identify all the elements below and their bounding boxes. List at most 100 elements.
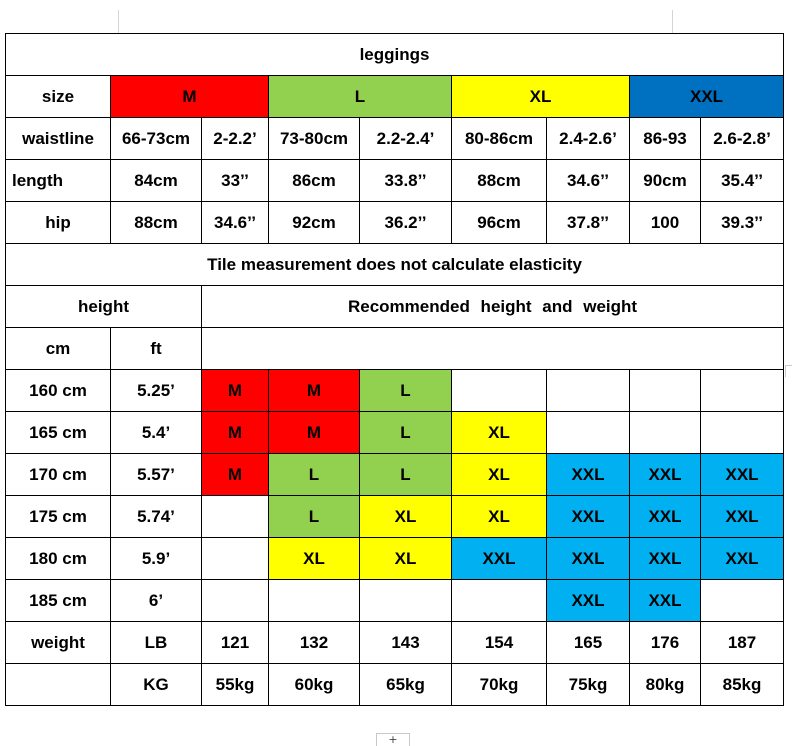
kg-value: 65kg <box>359 663 452 706</box>
units-row: cm ft <box>5 327 785 370</box>
lb-value: 121 <box>201 621 269 664</box>
measure-cm: 96cm <box>451 201 547 244</box>
size-recommendation-cell: XL <box>451 411 547 454</box>
gridline <box>672 10 673 33</box>
height-header-row: height Recommended height and weight <box>5 285 785 328</box>
height-header: height <box>5 285 202 328</box>
length-row: length 84cm 33’’ 86cm 33.8’’ 88cm 34.6’’… <box>5 159 785 202</box>
height-row: 170 cm 5.57’ M L L XL XXL XXL XXL <box>5 453 785 496</box>
measure-ft: 36.2’’ <box>359 201 452 244</box>
size-label: size <box>5 75 111 118</box>
size-recommendation-cell: XXL <box>546 495 630 538</box>
measure-cm: 88cm <box>110 201 202 244</box>
unit-cm-label: cm <box>5 327 111 370</box>
size-recommendation-cell: XL <box>359 495 452 538</box>
weight-label: weight <box>5 621 111 664</box>
measure-cm: 80-86cm <box>451 117 547 160</box>
height-cm: 175 cm <box>5 495 111 538</box>
height-cm: 165 cm <box>5 411 111 454</box>
kg-value: 70kg <box>451 663 547 706</box>
sheet-edge-marker <box>785 365 792 377</box>
measure-cm: 88cm <box>451 159 547 202</box>
size-recommendation-cell <box>201 495 269 538</box>
waistline-row: waistline 66-73cm 2-2.2’ 73-80cm 2.2-2.4… <box>5 117 785 160</box>
size-recommendation-cell: M <box>201 411 269 454</box>
size-recommendation-cell <box>699 369 785 412</box>
lb-value: 154 <box>451 621 547 664</box>
lb-value: 187 <box>699 621 785 664</box>
height-cm: 170 cm <box>5 453 111 496</box>
measure-ft: 33.8’’ <box>359 159 452 202</box>
size-recommendation-cell: XL <box>268 537 360 580</box>
size-recommendation-cell <box>629 411 701 454</box>
size-recommendation-cell <box>201 579 269 622</box>
height-row: 180 cm 5.9’ XL XL XXL XXL XXL XXL <box>5 537 785 580</box>
size-recommendation-cell: XL <box>359 537 452 580</box>
size-recommendation-cell: XXL <box>629 579 701 622</box>
measure-ft: 2.6-2.8’ <box>699 117 785 160</box>
size-recommendation-cell <box>546 411 630 454</box>
size-recommendation-cell: XXL <box>546 453 630 496</box>
measure-label: hip <box>5 201 111 244</box>
measure-ft: 2-2.2’ <box>201 117 269 160</box>
height-cm: 180 cm <box>5 537 111 580</box>
size-recommendation-cell: L <box>268 495 360 538</box>
size-recommendation-cell: M <box>201 369 269 412</box>
size-recommendation-cell: XXL <box>546 537 630 580</box>
size-chart-table: leggings size M L XL XXL waistline 66-73… <box>4 33 785 706</box>
measure-cm: 66-73cm <box>110 117 202 160</box>
measure-ft: 34.6’’ <box>201 201 269 244</box>
measure-cm: 100 <box>629 201 701 244</box>
size-recommendation-cell <box>201 537 269 580</box>
size-xl: XL <box>451 75 630 118</box>
measure-ft: 2.4-2.6’ <box>546 117 630 160</box>
size-recommendation-cell: M <box>268 411 360 454</box>
height-ft: 6’ <box>110 579 202 622</box>
height-row: 185 cm 6’ XXL XXL <box>5 579 785 622</box>
measure-cm: 90cm <box>629 159 701 202</box>
height-ft: 5.74’ <box>110 495 202 538</box>
recommend-header: Recommended height and weight <box>200 285 785 328</box>
size-m: M <box>110 75 269 118</box>
size-recommendation-cell <box>546 369 630 412</box>
size-recommendation-cell: M <box>268 369 360 412</box>
height-ft: 5.4’ <box>110 411 202 454</box>
height-ft: 5.9’ <box>110 537 202 580</box>
hip-row: hip 88cm 34.6’’ 92cm 36.2’’ 96cm 37.8’’ … <box>5 201 785 244</box>
size-recommendation-cell <box>699 579 785 622</box>
lb-value: 143 <box>359 621 452 664</box>
add-sheet-button[interactable]: + <box>376 733 410 746</box>
size-recommendation-cell <box>268 579 360 622</box>
size-recommendation-cell <box>451 579 547 622</box>
spreadsheet-top-gridlines <box>0 0 792 33</box>
size-l: L <box>268 75 452 118</box>
measure-ft: 34.6’’ <box>546 159 630 202</box>
measure-ft: 39.3’’ <box>699 201 785 244</box>
elasticity-note: Tile measurement does not calculate elas… <box>4 243 785 286</box>
measure-cm: 86cm <box>268 159 360 202</box>
size-recommendation-cell: L <box>359 453 452 496</box>
size-recommendation-cell: XL <box>451 453 547 496</box>
measure-label: length <box>5 159 111 202</box>
size-recommendation-cell: XXL <box>629 495 701 538</box>
kg-value: 75kg <box>546 663 630 706</box>
recommendation-grid: 160 cm 5.25’ M M L 165 cm 5.4’ M M L XL 170 cm 5.57’… <box>5 369 785 622</box>
title-row: leggings <box>4 33 785 76</box>
unit-ft-label: ft <box>110 327 202 370</box>
size-recommendation-cell: L <box>359 369 452 412</box>
size-recommendation-cell: XXL <box>699 495 785 538</box>
size-recommendation-cell: L <box>359 411 452 454</box>
units-blank <box>200 327 785 370</box>
note-row: Tile measurement does not calculate elas… <box>4 243 785 286</box>
kg-value: 85kg <box>699 663 785 706</box>
size-recommendation-cell: XXL <box>629 453 701 496</box>
height-ft: 5.57’ <box>110 453 202 496</box>
size-recommendation-cell: XXL <box>699 453 785 496</box>
height-cm: 185 cm <box>5 579 111 622</box>
size-row: size M L XL XXL <box>5 75 785 118</box>
size-recommendation-cell: M <box>201 453 269 496</box>
size-xxl: XXL <box>628 75 785 118</box>
measure-ft: 35.4’’ <box>699 159 785 202</box>
measure-ft: 37.8’’ <box>546 201 630 244</box>
lb-value: 165 <box>546 621 630 664</box>
